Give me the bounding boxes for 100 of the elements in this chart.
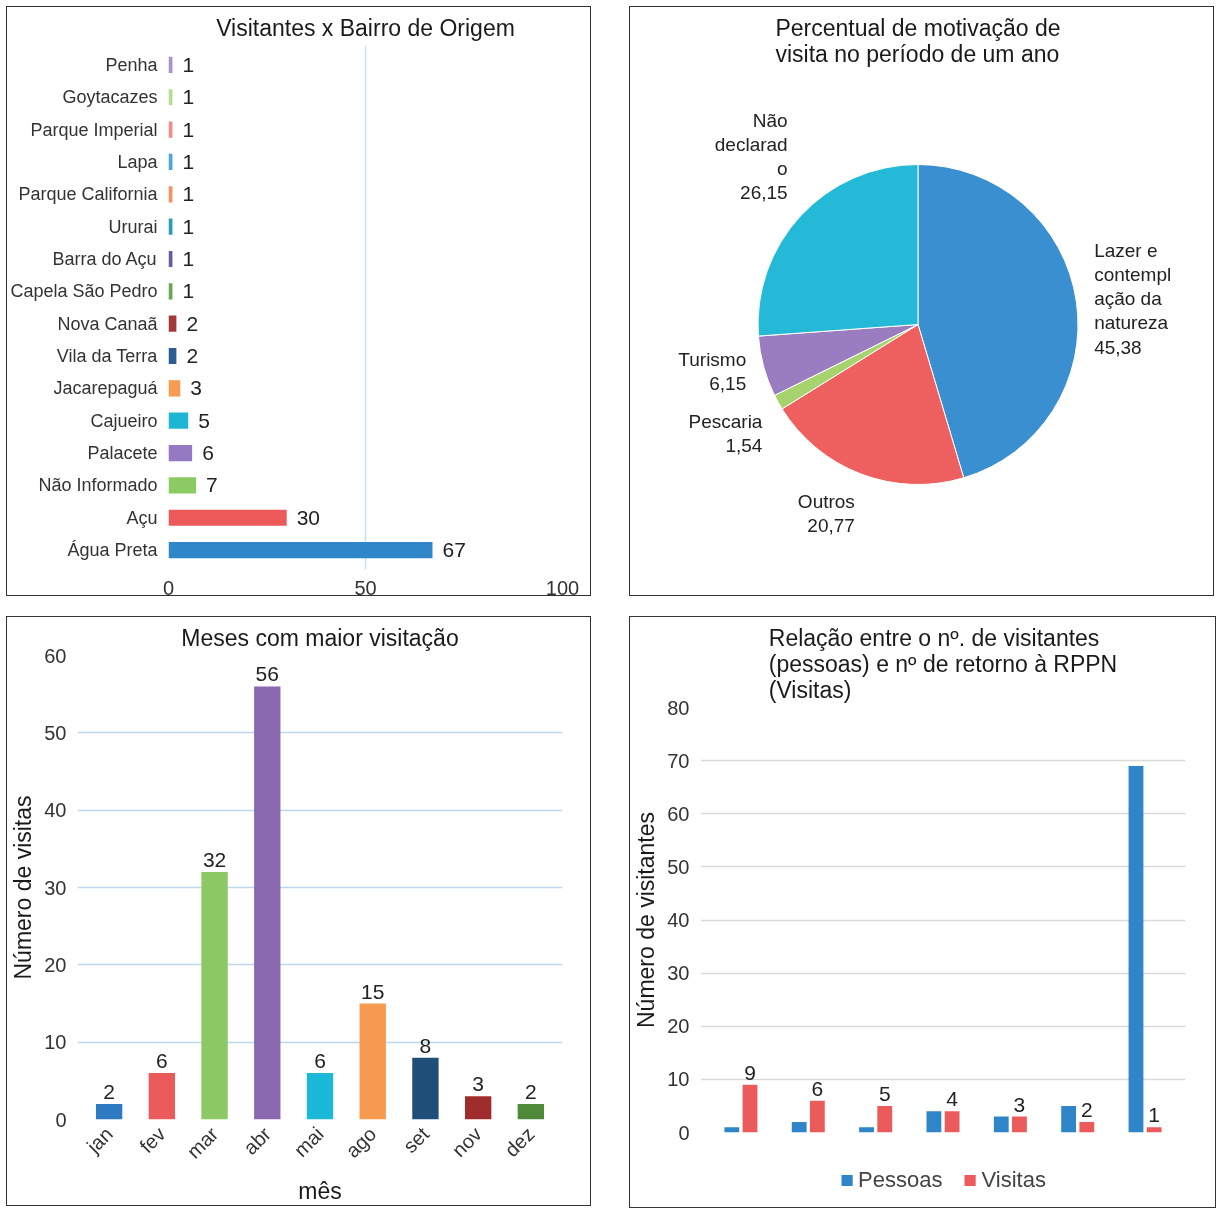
bar (201, 872, 228, 1120)
y-tick-label: 80 (667, 696, 690, 719)
data-label: 9 (744, 1060, 756, 1084)
data-label: 20,77 (807, 515, 855, 537)
data-label: 6 (811, 1076, 824, 1100)
bar (742, 1084, 758, 1133)
data-label: 7 (206, 473, 218, 497)
data-label: 67 (442, 538, 466, 562)
y-tick-label: Capela São Pedro (10, 281, 158, 302)
data-label: 56 (255, 662, 279, 686)
y-axis-title: Número de visitas (10, 795, 37, 980)
y-tick-label: Goytacazes (62, 87, 158, 108)
data-label: 6 (202, 441, 214, 465)
bar (168, 412, 189, 429)
bar (359, 1003, 386, 1120)
y-tick-label: Parque California (18, 184, 159, 205)
bar (306, 1073, 334, 1120)
x-axis-title: mês (298, 1178, 342, 1205)
y-tick-label: Palacete (87, 443, 158, 464)
y-tick-label: 10 (44, 1031, 67, 1054)
bar (993, 1116, 1009, 1133)
slice-label: Turismo (678, 348, 747, 370)
bar (517, 1104, 545, 1120)
bar (148, 1073, 176, 1120)
data-label: 1 (182, 214, 195, 238)
slice-label: Outros (797, 490, 855, 512)
x-tick-label: jan (81, 1122, 117, 1158)
data-label: 1,54 (725, 435, 763, 457)
bar (412, 1057, 439, 1120)
x-tick-label: set (398, 1122, 434, 1158)
y-tick-label: Cajueiro (90, 410, 158, 431)
bar (859, 1127, 874, 1133)
data-label: 15 (361, 979, 385, 1003)
y-tick-label: Vila da Terra (56, 346, 159, 367)
data-label: 26,15 (740, 182, 788, 204)
y-tick-label: Penha (105, 54, 159, 75)
data-label: 1 (182, 149, 195, 173)
y-tick-label: Ururai (108, 216, 158, 237)
y-tick-label: 60 (667, 802, 690, 825)
bar (1061, 1105, 1077, 1133)
x-tick-label: mar (182, 1122, 223, 1163)
y-tick-label: 20 (44, 953, 67, 976)
data-label: 1 (182, 52, 195, 76)
x-tick-label: 100 (545, 576, 580, 599)
data-label: 45,38 (1094, 336, 1142, 358)
y-tick-label: 50 (44, 721, 67, 744)
slice-label: Lazer e contemplação da natureza (1094, 239, 1172, 334)
x-tick-label: dez (500, 1122, 539, 1162)
data-label: 2 (1080, 1097, 1093, 1121)
chart-title: Percentual de motivação de visita no período de um ano (775, 14, 1061, 67)
y-tick-label: Lapa (117, 151, 159, 172)
x-tick-label: mai (289, 1122, 328, 1162)
data-label: 6 (156, 1049, 168, 1073)
chart-title: Relação entre o nº. de visitantes (pessoas) e nº de retorno à RPPN (Visitas) (768, 624, 1118, 703)
data-label: 1 (182, 117, 195, 141)
bar (944, 1111, 960, 1133)
y-tick-label: Jacarepaguá (53, 378, 159, 399)
y-tick-label: 0 (55, 1108, 67, 1131)
bar (877, 1105, 893, 1133)
x-tick-label: abr (239, 1122, 276, 1159)
y-tick-label: 50 (667, 855, 690, 878)
data-label: 3 (190, 376, 203, 400)
y-tick-label: 70 (667, 749, 690, 772)
bar (95, 1104, 123, 1120)
y-tick-label: Barra do Açu (52, 248, 157, 269)
data-label: 1 (182, 182, 195, 206)
data-label: 1 (182, 246, 195, 270)
data-label: 6,15 (709, 372, 747, 394)
bar (1079, 1121, 1095, 1133)
y-tick-label: 30 (667, 962, 690, 985)
y-tick-label: 40 (667, 909, 690, 931)
slice-label: Não declarado (714, 109, 788, 180)
data-label: 3 (472, 1072, 484, 1096)
y-tick-label: Água Preta (67, 540, 159, 561)
bar (1128, 765, 1144, 1133)
bar (168, 509, 287, 526)
bar (168, 477, 197, 494)
legend-label: Pessoas (858, 1166, 943, 1193)
y-tick-label: 60 (44, 644, 67, 667)
x-tick-label: nov (447, 1122, 486, 1162)
data-label: 30 (296, 505, 321, 529)
bar (464, 1096, 492, 1120)
data-label: 5 (878, 1081, 891, 1105)
x-tick-label: 0 (162, 576, 175, 599)
y-tick-label: Não Informado (38, 475, 158, 496)
data-label: 32 (202, 848, 227, 872)
slice-label: Pescaria (688, 410, 763, 432)
x-tick-label: fev (135, 1122, 170, 1158)
bar (168, 542, 433, 559)
y-tick-label: 30 (44, 876, 67, 899)
bar (1146, 1127, 1162, 1133)
chart-title: Visitantes x Bairro de Origem (216, 14, 515, 41)
y-tick-label: 40 (44, 799, 67, 822)
data-label: 3 (1013, 1092, 1026, 1116)
data-label: 1 (182, 85, 195, 109)
data-label: 2 (186, 311, 199, 335)
bar (168, 380, 181, 397)
bar (809, 1100, 825, 1133)
y-tick-label: Nova Canaã (57, 313, 159, 334)
data-label: 2 (525, 1080, 537, 1104)
